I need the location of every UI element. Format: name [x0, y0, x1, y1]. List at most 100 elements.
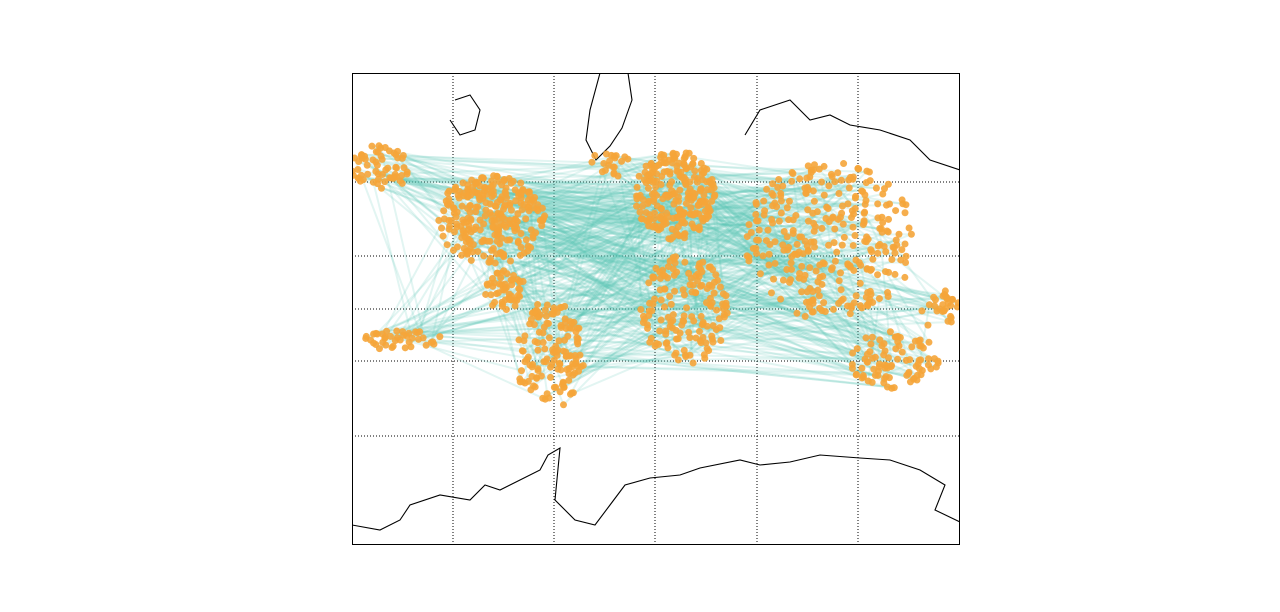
airport — [881, 268, 889, 276]
airport — [850, 210, 858, 218]
airport — [864, 377, 872, 385]
airport — [947, 318, 955, 326]
airport — [369, 156, 377, 164]
airport — [901, 273, 909, 281]
airport — [670, 153, 678, 161]
route — [560, 192, 773, 329]
airport — [398, 172, 406, 180]
airport — [828, 264, 836, 272]
airport — [661, 285, 669, 293]
airport — [566, 318, 574, 326]
route — [497, 272, 667, 345]
airport — [907, 230, 915, 238]
airport — [879, 219, 887, 227]
route — [617, 154, 665, 177]
airport — [478, 174, 486, 182]
route — [650, 167, 715, 327]
route — [660, 236, 802, 280]
airport — [745, 257, 753, 265]
route — [542, 219, 699, 275]
airport — [485, 258, 493, 266]
route — [500, 222, 580, 372]
airport — [451, 186, 459, 194]
airport — [539, 338, 547, 346]
airport — [901, 209, 909, 217]
airport — [703, 211, 711, 219]
route — [361, 162, 680, 177]
airport — [576, 351, 584, 359]
route — [377, 173, 713, 340]
airport — [685, 328, 693, 336]
airport — [917, 371, 925, 379]
airport — [846, 173, 854, 181]
airport — [683, 304, 691, 312]
airport — [670, 271, 678, 279]
airport — [639, 196, 647, 204]
airport — [633, 202, 641, 210]
airport — [830, 239, 838, 247]
route — [479, 188, 767, 222]
airport — [810, 197, 818, 205]
airport — [610, 170, 618, 178]
route — [501, 206, 788, 286]
airport — [863, 358, 871, 366]
airport — [370, 330, 378, 338]
airport — [853, 345, 861, 353]
airport — [883, 383, 891, 391]
airport — [864, 289, 872, 297]
route — [601, 171, 668, 344]
airport — [392, 151, 400, 159]
airport — [809, 209, 817, 217]
airport — [868, 333, 876, 341]
route — [386, 312, 552, 333]
airport — [500, 177, 508, 185]
airport — [676, 186, 684, 194]
route — [575, 304, 935, 364]
airport — [792, 212, 800, 220]
airport — [556, 388, 564, 396]
airport — [712, 271, 720, 279]
airport — [555, 360, 563, 368]
airport — [780, 227, 788, 235]
airport — [559, 401, 567, 409]
airport — [868, 248, 876, 256]
airport — [681, 230, 689, 238]
airport — [375, 142, 383, 150]
route — [666, 226, 854, 344]
route — [403, 154, 835, 183]
airport — [837, 286, 845, 294]
airport — [691, 289, 699, 297]
airport — [801, 271, 809, 279]
airport — [666, 292, 674, 300]
airport — [803, 174, 811, 182]
airport — [864, 235, 872, 243]
airport — [753, 236, 761, 244]
route — [522, 188, 697, 214]
airport — [906, 378, 914, 386]
route — [411, 337, 546, 401]
route — [679, 220, 830, 237]
airport — [756, 270, 764, 278]
airport — [697, 185, 705, 193]
route — [510, 260, 917, 368]
airport — [747, 228, 755, 236]
airport — [488, 246, 496, 254]
airport — [816, 304, 824, 312]
airport — [851, 194, 859, 202]
airport — [679, 211, 687, 219]
airport — [752, 210, 760, 218]
airport — [517, 190, 525, 198]
route — [771, 182, 952, 323]
airport — [872, 184, 880, 192]
route — [658, 181, 867, 228]
airport — [703, 322, 711, 330]
route — [504, 190, 872, 271]
route — [649, 299, 813, 312]
route — [377, 304, 935, 335]
airport — [672, 326, 680, 334]
airport — [884, 292, 892, 300]
route — [566, 354, 691, 371]
route — [393, 152, 681, 334]
airport — [440, 207, 448, 215]
